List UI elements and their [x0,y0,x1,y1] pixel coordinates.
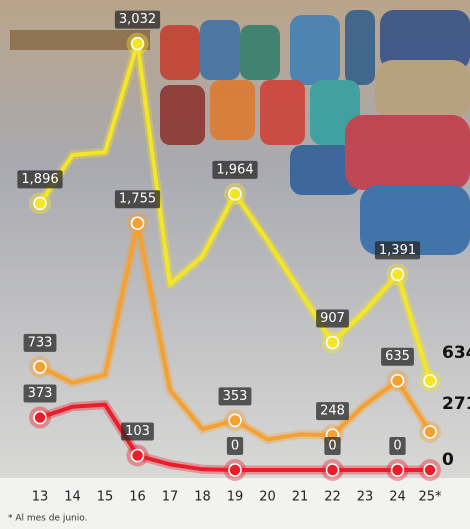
value-label: 1,964 [216,162,253,177]
point [424,464,436,476]
value-label: 103 [125,424,150,439]
value-label-box: 0 [324,437,340,455]
value-label-box: 733 [24,334,57,352]
point [132,217,144,229]
value-label-box: 373 [24,385,57,403]
value-label-box: 248 [316,402,349,420]
x-tick-label: 15 [97,490,114,505]
x-tick-label: 21 [292,490,309,505]
point [424,426,436,438]
value-label-box: 1,755 [115,190,160,208]
value-label-box: 635 [381,348,414,366]
value-label: 271 [442,394,470,414]
value-label: 0 [442,450,454,470]
value-label: 353 [223,389,248,404]
x-tick-label: 25* [418,490,442,505]
point [229,414,241,426]
x-tick-label: 22 [324,490,341,505]
value-label-box: 1,896 [17,170,62,188]
value-label: 0 [393,439,401,454]
value-label: 1,755 [119,192,156,207]
chart: * Al mes de junio. 13 14 15 16 17 18 19 20 21 22 2… [0,0,470,529]
x-tick-label: 17 [162,490,179,505]
point [229,188,241,200]
value-label: 634 [442,343,470,363]
value-label: 0 [328,439,336,454]
value-label-box: 1,964 [212,161,257,179]
value-label-box: 103 [121,423,154,441]
point [229,464,241,476]
point [327,464,339,476]
value-label: 1,896 [21,172,58,187]
value-label: 635 [385,349,410,364]
x-tick-label: 16 [129,490,146,505]
x-tick-label: 20 [259,490,276,505]
value-label: 248 [320,404,345,419]
value-label-box: 0 [389,437,405,455]
point [392,464,404,476]
value-label: 733 [28,335,53,350]
value-label-box: 1,391 [375,241,420,259]
x-tick-label: 23 [357,490,374,505]
value-label: 3,032 [119,12,156,27]
point [392,375,404,387]
value-label-box: 907 [316,309,349,327]
x-tick-label: 18 [194,490,211,505]
value-label-box: 353 [219,387,252,405]
point [34,412,46,424]
value-label: 373 [28,386,53,401]
point [327,336,339,348]
value-label: 1,391 [379,243,416,258]
point [424,375,436,387]
footnote: * Al mes de junio. [8,514,87,524]
point [34,361,46,373]
point [34,197,46,209]
value-label: 0 [231,439,239,454]
point [392,268,404,280]
x-tick-label: 19 [227,490,244,505]
value-label-box: 3,032 [115,11,160,29]
value-label-box: 0 [227,437,243,455]
value-label: 907 [320,311,345,326]
point [132,38,144,50]
x-tick-label: 24 [389,490,406,505]
x-tick-label: 13 [32,490,49,505]
point [132,450,144,462]
x-tick-label: 14 [64,490,81,505]
